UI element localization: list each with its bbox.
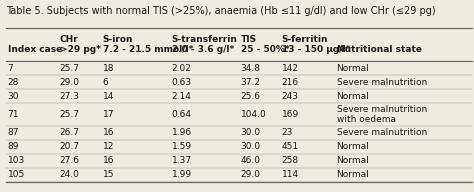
Text: 258: 258	[282, 156, 299, 165]
Text: 46.0: 46.0	[241, 156, 261, 165]
Text: 87: 87	[8, 128, 19, 137]
Text: Normal: Normal	[337, 92, 369, 101]
Text: 104.0: 104.0	[241, 110, 266, 119]
Text: 30.0: 30.0	[241, 128, 261, 137]
Text: 29.0: 29.0	[241, 170, 261, 179]
Text: 2.02: 2.02	[172, 64, 191, 73]
Text: 6: 6	[103, 78, 109, 87]
Text: 17: 17	[103, 110, 114, 119]
Text: 89: 89	[8, 142, 19, 151]
Text: Normal: Normal	[337, 156, 369, 165]
Text: 105: 105	[8, 170, 25, 179]
Text: TIS: TIS	[241, 35, 257, 44]
Text: >29 pg*: >29 pg*	[60, 45, 100, 54]
Text: Index case: Index case	[8, 45, 62, 54]
Text: 0.63: 0.63	[172, 78, 191, 87]
Text: S-transferrin: S-transferrin	[172, 35, 237, 44]
Text: Severe malnutrition
with oedema: Severe malnutrition with oedema	[337, 105, 427, 124]
Text: S-ferritin: S-ferritin	[282, 35, 328, 44]
Text: 16: 16	[103, 128, 114, 137]
Text: 15: 15	[103, 170, 114, 179]
Text: 27.6: 27.6	[60, 156, 80, 165]
Text: Normal: Normal	[337, 64, 369, 73]
Text: 25 - 50%*: 25 - 50%*	[241, 45, 289, 54]
Text: 37.2: 37.2	[241, 78, 261, 87]
Text: 1.96: 1.96	[172, 128, 191, 137]
Text: 114: 114	[282, 170, 299, 179]
Text: 216: 216	[282, 78, 299, 87]
Text: 30.0: 30.0	[241, 142, 261, 151]
Text: Normal: Normal	[337, 142, 369, 151]
Text: Severe malnutrition: Severe malnutrition	[337, 78, 427, 87]
Text: 7: 7	[8, 64, 13, 73]
Text: 14: 14	[103, 92, 114, 101]
Text: CHr: CHr	[60, 35, 79, 44]
Text: 34.8: 34.8	[241, 64, 261, 73]
Text: Nutritional state: Nutritional state	[337, 45, 421, 54]
Text: Table 5. Subjects with normal TIS (>25%), anaemia (Hb ≤11 g/dl) and low CHr (≤29: Table 5. Subjects with normal TIS (>25%)…	[6, 6, 435, 16]
Text: 12: 12	[103, 142, 114, 151]
Text: 7.2 - 21.5 mmol/l*: 7.2 - 21.5 mmol/l*	[103, 45, 193, 54]
Text: 142: 142	[282, 64, 299, 73]
Text: 1.37: 1.37	[172, 156, 191, 165]
Text: 30: 30	[8, 92, 19, 101]
Text: 24.0: 24.0	[60, 170, 80, 179]
Text: 25.6: 25.6	[241, 92, 261, 101]
Text: 0.64: 0.64	[172, 110, 191, 119]
Text: 25.7: 25.7	[60, 110, 80, 119]
Text: 169: 169	[282, 110, 299, 119]
Text: 18: 18	[103, 64, 114, 73]
Text: 13 - 150 μg/l*: 13 - 150 μg/l*	[282, 45, 350, 54]
Text: 451: 451	[282, 142, 299, 151]
Text: 243: 243	[282, 92, 299, 101]
Text: 16: 16	[103, 156, 114, 165]
Text: 26.7: 26.7	[60, 128, 80, 137]
Text: S-iron: S-iron	[103, 35, 133, 44]
Text: 20.7: 20.7	[60, 142, 80, 151]
Text: 2.0 - 3.6 g/l*: 2.0 - 3.6 g/l*	[172, 45, 234, 54]
Text: 25.7: 25.7	[60, 64, 80, 73]
Text: 28: 28	[8, 78, 19, 87]
Text: 1.59: 1.59	[172, 142, 191, 151]
Text: 2.14: 2.14	[172, 92, 191, 101]
Text: 103: 103	[8, 156, 25, 165]
Text: Severe malnutrition: Severe malnutrition	[337, 128, 427, 137]
Text: 27.3: 27.3	[60, 92, 80, 101]
Text: 23: 23	[282, 128, 293, 137]
Text: 1.99: 1.99	[172, 170, 191, 179]
Text: 71: 71	[8, 110, 19, 119]
Text: Normal: Normal	[337, 170, 369, 179]
Text: 29.0: 29.0	[60, 78, 80, 87]
